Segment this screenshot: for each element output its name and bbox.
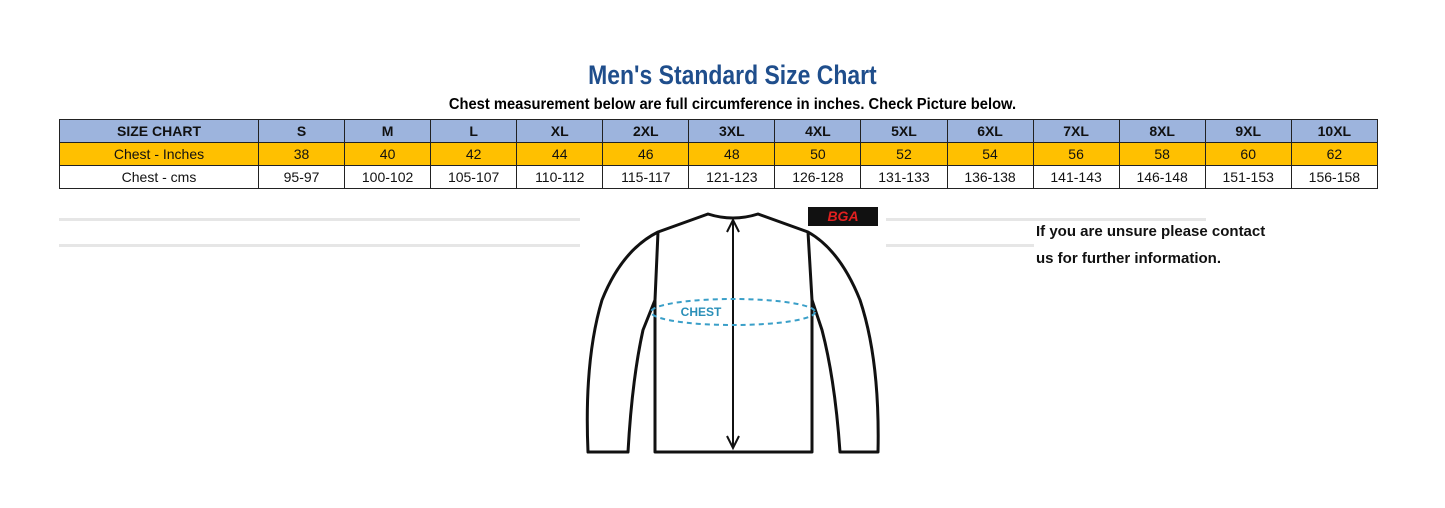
chest-ellipse [650, 298, 816, 326]
table-cell: 95-97 [257, 165, 346, 189]
table-row: Chest - Inches 38 40 42 44 46 48 50 52 54 56 58 60 62 [59, 142, 1379, 166]
table-cell: 151-153 [1204, 165, 1292, 189]
subtitle: Chest measurement below are full circumf… [448, 96, 1017, 113]
table-cell: 100-102 [344, 165, 432, 189]
divider [59, 218, 580, 221]
table-cell: 126-128 [774, 165, 862, 189]
column-header: L [430, 119, 518, 143]
table-cell: 38 [257, 142, 346, 166]
table-cell: 146-148 [1118, 165, 1206, 189]
table-cell: 48 [688, 142, 776, 166]
logo-text: BGA [827, 208, 858, 224]
column-header: S [257, 119, 346, 143]
chest-label: CHEST [681, 305, 722, 319]
column-header: 3XL [688, 119, 776, 143]
row-header: Chest - Inches [59, 142, 259, 166]
column-header: 5XL [860, 119, 948, 143]
table-cell: 110-112 [516, 165, 604, 189]
header-row: SIZE CHART S M L XL 2XL 3XL 4XL 5XL 6XL 7XL 8XL 9XL 1… [59, 119, 1379, 143]
table-cell: 50 [774, 142, 862, 166]
table-cell: 52 [860, 142, 948, 166]
note-line: us for further information. [1036, 250, 1221, 267]
logo-box [808, 207, 878, 226]
column-header: 7XL [1032, 119, 1120, 143]
table-cell: 105-107 [430, 165, 518, 189]
note-line: If you are unsure please contact [1036, 223, 1266, 240]
arrow-heads [726, 217, 740, 451]
divider [886, 244, 1034, 247]
column-header: M [344, 119, 432, 143]
table-cell: 62 [1290, 142, 1379, 166]
table-cell: 115-117 [602, 165, 690, 189]
table-cell: 58 [1118, 142, 1206, 166]
jacket-outline [585, 212, 880, 454]
column-header: 2XL [602, 119, 690, 143]
column-header: 4XL [774, 119, 862, 143]
table-cell: 156-158 [1290, 165, 1379, 189]
table-cell: 141-143 [1032, 165, 1120, 189]
table-cell: 54 [946, 142, 1034, 166]
table-cell: 136-138 [946, 165, 1034, 189]
table-cell: 131-133 [860, 165, 948, 189]
table-cell: 40 [344, 142, 432, 166]
column-header: 6XL [946, 119, 1034, 143]
column-header: SIZE CHART [59, 119, 259, 143]
divider [886, 218, 1206, 221]
table-cell: 121-123 [688, 165, 776, 189]
table-cell: 56 [1032, 142, 1120, 166]
divider [59, 244, 580, 247]
column-header: XL [516, 119, 604, 143]
row-header: Chest - cms [59, 165, 259, 189]
title: Men's Standard Size Chart [588, 60, 877, 90]
table-row: Chest - cms 95-97 100-102 105-107 110-112 115… [59, 165, 1379, 189]
size-table: SIZE CHART S M L XL 2XL 3XL 4XL 5XL 6XL 7XL 8XL 9XL 1… [59, 119, 1379, 189]
table-cell: 42 [430, 142, 518, 166]
